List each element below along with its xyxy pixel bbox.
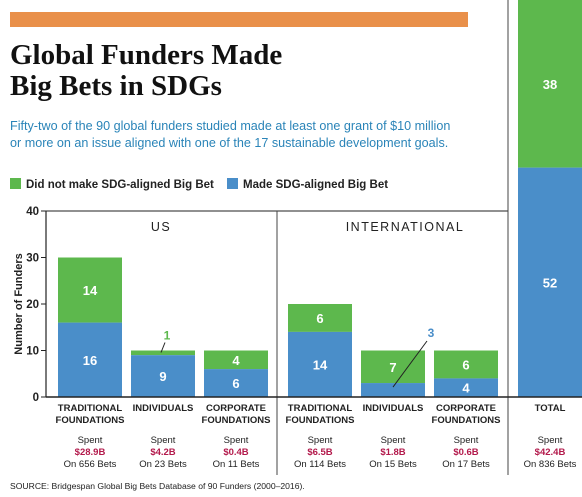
total-bar-not-made bbox=[518, 0, 582, 168]
spent-label: Spent bbox=[308, 435, 333, 446]
subtitle-line-1: Fifty-two of the 90 global funders studi… bbox=[10, 119, 451, 133]
bar-made bbox=[131, 355, 195, 397]
bar-not-made bbox=[58, 257, 122, 323]
category-label: TRADITIONAL bbox=[288, 403, 353, 414]
bets-count: On 836 Bets bbox=[524, 459, 577, 470]
bar-made bbox=[204, 369, 268, 397]
y-tick-label: 20 bbox=[26, 299, 39, 311]
callout-line bbox=[160, 342, 166, 353]
category-label: CORPORATE bbox=[206, 403, 266, 414]
bets-count: On 23 Bets bbox=[139, 459, 187, 470]
bar-not-made bbox=[131, 350, 195, 356]
category-label: FOUNDATIONS bbox=[286, 415, 355, 426]
callout-line bbox=[392, 340, 428, 388]
spent-label: Spent bbox=[538, 435, 563, 446]
bar-not-made-value: 4 bbox=[232, 353, 240, 368]
category-label: TRADITIONAL bbox=[58, 403, 123, 414]
category-label-total: TOTAL bbox=[535, 403, 566, 414]
bar-made bbox=[361, 383, 425, 397]
spent-amount: $6.5B bbox=[307, 447, 332, 458]
bar-not-made-value: 6 bbox=[316, 311, 323, 326]
spent-label: Spent bbox=[151, 435, 176, 446]
total-not-made-value: 38 bbox=[543, 77, 557, 92]
bar-not-made-value: 1 bbox=[164, 329, 171, 343]
bar-not-made-value: 7 bbox=[389, 360, 396, 375]
page-title: Global Funders Made Big Bets in SDGs bbox=[10, 40, 430, 102]
group-label: US bbox=[151, 220, 171, 234]
category-label: CORPORATE bbox=[436, 403, 496, 414]
bar-not-made bbox=[361, 350, 425, 384]
legend-label-made: Made SDG-aligned Big Bet bbox=[243, 179, 388, 191]
bar-not-made bbox=[288, 304, 352, 332]
subtitle-line-2: or more on an issue aligned with one of … bbox=[10, 136, 449, 150]
category-label: FOUNDATIONS bbox=[56, 415, 125, 426]
spent-label: Spent bbox=[224, 435, 249, 446]
bar-made bbox=[58, 322, 122, 397]
bar-not-made-value: 6 bbox=[462, 357, 469, 372]
title-line-2: Big Bets in SDGs bbox=[10, 70, 222, 102]
legend-swatch-not-made bbox=[10, 178, 21, 189]
spent-amount: $0.6B bbox=[453, 447, 478, 458]
title-line-1: Global Funders Made bbox=[10, 39, 283, 71]
spent-label: Spent bbox=[78, 435, 103, 446]
bar-made bbox=[288, 331, 352, 397]
spent-amount: $4.2B bbox=[150, 447, 175, 458]
total-made-value: 52 bbox=[543, 275, 557, 290]
y-tick-label: 30 bbox=[26, 253, 39, 265]
source-note: SOURCE: Bridgespan Global Big Bets Datab… bbox=[10, 481, 305, 491]
bets-count: On 11 Bets bbox=[213, 459, 260, 470]
bar-made-value: 14 bbox=[313, 357, 328, 372]
y-tick-label: 0 bbox=[33, 392, 39, 404]
bar-not-made-value: 14 bbox=[83, 283, 98, 298]
y-tick-label: 40 bbox=[26, 206, 39, 218]
subtitle: Fifty-two of the 90 global funders studi… bbox=[10, 118, 510, 152]
spent-amount: $1.8B bbox=[380, 447, 405, 458]
bar-not-made bbox=[434, 350, 498, 379]
category-label: INDIVIDUALS bbox=[133, 403, 194, 414]
spent-label: Spent bbox=[454, 435, 479, 446]
bets-count: On 15 Bets bbox=[369, 459, 417, 470]
bets-count: On 114 Bets bbox=[294, 459, 346, 470]
bets-count: On 17 Bets bbox=[442, 459, 490, 470]
bar-made-value: 6 bbox=[232, 376, 239, 391]
bar-made-value: 4 bbox=[462, 381, 470, 396]
category-label: FOUNDATIONS bbox=[432, 415, 501, 426]
category-label: INDIVIDUALS bbox=[363, 403, 424, 414]
spent-label: Spent bbox=[381, 435, 406, 446]
legend-label-not-made: Did not make SDG-aligned Big Bet bbox=[26, 179, 214, 191]
bar-not-made bbox=[204, 350, 268, 370]
spent-amount: $0.4B bbox=[223, 447, 248, 458]
y-tick-label: 10 bbox=[26, 346, 39, 358]
bar-made bbox=[434, 378, 498, 397]
y-axis-label: Number of Funders bbox=[13, 253, 25, 354]
accent-bar bbox=[10, 12, 468, 27]
total-bar-made bbox=[518, 167, 582, 397]
spent-amount: $28.9B bbox=[75, 447, 106, 458]
bar-made-value: 9 bbox=[159, 369, 166, 384]
spent-amount: $42.4B bbox=[535, 447, 566, 458]
legend-swatch-made bbox=[227, 178, 238, 189]
bar-made-value: 3 bbox=[428, 326, 435, 340]
category-label: FOUNDATIONS bbox=[202, 415, 271, 426]
bets-count: On 656 Bets bbox=[64, 459, 117, 470]
bar-made-value: 16 bbox=[83, 353, 97, 368]
group-label: INTERNATIONAL bbox=[346, 220, 465, 234]
